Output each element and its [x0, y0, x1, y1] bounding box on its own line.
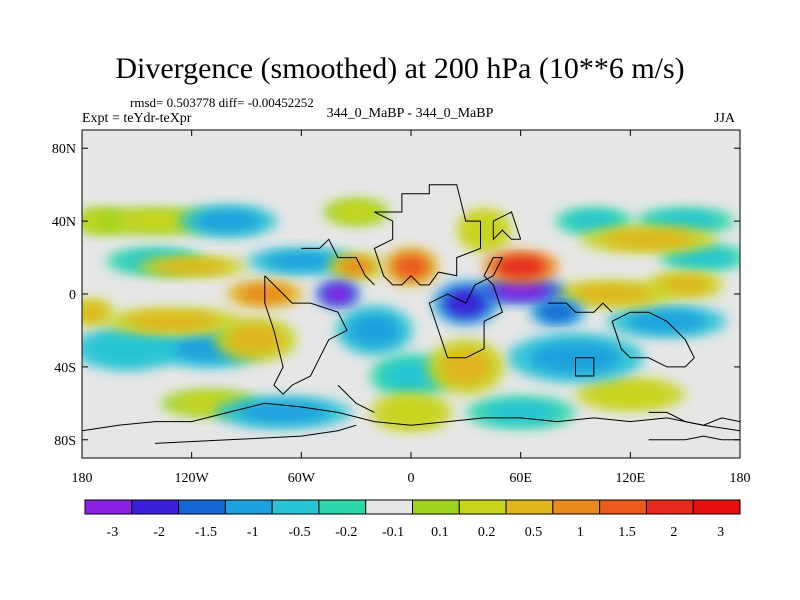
season-label: JJA: [714, 111, 736, 126]
field-core: [491, 281, 550, 300]
colorbar-label: -0.1: [382, 525, 404, 540]
colorbar-label: 2: [670, 525, 677, 540]
colorbar-label: 0.5: [525, 525, 543, 540]
coastline: [648, 435, 740, 441]
colorbar-swatch: [271, 499, 320, 515]
colorbar-swatch: [599, 499, 647, 515]
x-tick-label: 120E: [616, 471, 646, 486]
field-core: [228, 324, 284, 355]
colorbar-swatch: [224, 499, 273, 515]
field-core: [127, 312, 220, 331]
colorbar-swatch: [458, 499, 507, 515]
colorbar-swatch: [412, 499, 460, 515]
field-core: [348, 314, 401, 347]
y-tick-label: 40S: [54, 361, 76, 376]
coastline: [492, 211, 522, 241]
x-axis: 180 120W 60W 0 60E 120E 180: [72, 130, 751, 486]
coastline: [337, 384, 375, 413]
y-tick-label: 80S: [54, 434, 76, 449]
coastline: [155, 424, 357, 444]
field-core: [593, 383, 667, 406]
field-core: [674, 248, 733, 267]
field-core: [82, 303, 106, 322]
y-tick-label: 40N: [52, 215, 76, 230]
field-core: [383, 399, 439, 426]
coastline: [611, 311, 695, 368]
colorbar-label: -3: [107, 525, 119, 540]
field-core: [538, 303, 576, 322]
field-core: [440, 348, 492, 386]
stats-line: rmsd= 0.503778 diff= -0.00452252: [130, 95, 314, 110]
colorbar-label: 0.2: [478, 525, 496, 540]
field-core: [383, 361, 439, 391]
field-core: [602, 230, 695, 249]
colorbar-label: -1: [247, 525, 259, 540]
field-core: [91, 334, 165, 364]
x-tick-label: 60E: [509, 471, 532, 486]
field-core: [114, 212, 196, 231]
colorbar-label: 1.5: [618, 525, 636, 540]
colorbar-label: -0.2: [335, 525, 357, 540]
field-core: [652, 212, 719, 231]
x-tick-label: 180: [72, 471, 93, 486]
colorbar: -3 -2 -1.5 -1 -0.5 -0.2 -0.1 0.1 0.2 0.5 1 1.5 2 3: [84, 499, 741, 540]
colorbar-swatch: [84, 499, 133, 515]
y-axis: 80N 40N 0 40S 80S: [52, 142, 740, 449]
x-tick-label: 180: [730, 471, 751, 486]
field-core: [392, 253, 430, 280]
field-core: [571, 284, 653, 304]
field-core: [237, 401, 329, 424]
field-core: [495, 255, 547, 278]
field-core: [337, 257, 375, 276]
colorbar-label: 0.1: [431, 525, 449, 540]
coastline: [373, 184, 481, 286]
coastline: [648, 411, 740, 426]
x-tick-label: 60W: [288, 471, 316, 486]
coastline: [548, 302, 613, 313]
colorbar-label: -1.5: [195, 525, 217, 540]
x-tick-label: 120W: [175, 471, 210, 486]
coastline: [82, 402, 740, 432]
colorbar-label: 3: [717, 525, 724, 540]
colorbar-swatch: [178, 499, 226, 515]
coastline: [428, 257, 504, 359]
field-core: [264, 252, 338, 271]
colorbar-swatch: [365, 499, 414, 515]
field-core: [155, 259, 229, 274]
field-core: [568, 212, 620, 231]
field-core: [334, 202, 379, 222]
field-core: [323, 284, 353, 304]
colorbar-swatch: [552, 499, 601, 515]
coastline: [264, 275, 348, 395]
y-tick-label: 80N: [52, 142, 76, 157]
x-tick-label: 0: [408, 471, 415, 486]
colorbar-label: 1: [577, 525, 584, 540]
colorbar-label: -0.5: [288, 525, 310, 540]
colorbar-swatch: [645, 499, 694, 515]
chart-title: Divergence (smoothed) at 200 hPa (10**6 …: [115, 52, 685, 85]
colorbar-swatch: [692, 499, 741, 515]
comparison-label: 344_0_MaBP - 344_0_MaBP: [326, 106, 494, 121]
y-tick-label: 0: [69, 288, 76, 303]
coastline: [301, 238, 375, 286]
field-core: [195, 210, 262, 233]
colorbar-swatch: [318, 499, 367, 515]
colorbar-label: -2: [153, 525, 165, 540]
field-core: [465, 215, 503, 245]
field-core: [659, 275, 711, 294]
experiment-label: Expt = teYdr-teXpr: [82, 111, 192, 126]
coastline-layer: [82, 184, 740, 444]
colorbar-swatch: [505, 499, 554, 515]
colorbar-swatch: [131, 499, 180, 515]
coastline: [575, 357, 595, 377]
